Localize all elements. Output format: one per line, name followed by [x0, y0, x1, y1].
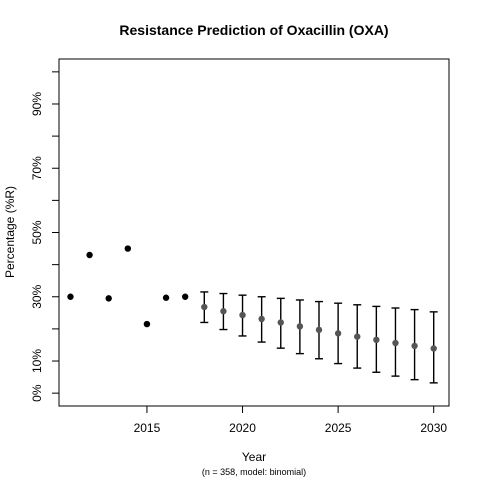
forecast-point: [373, 336, 380, 344]
observed-point: [162, 294, 170, 301]
forecast-point: [430, 345, 437, 352]
y-axis-label: Percentage (%R): [3, 186, 17, 278]
y-tick-label: 70%: [30, 156, 44, 180]
observed-point: [105, 295, 112, 302]
forecast-point: [220, 308, 227, 315]
forecast-point: [392, 339, 399, 347]
forecast-point: [354, 333, 361, 340]
observed-point: [181, 293, 189, 300]
forecast-point: [411, 342, 418, 350]
x-axis: 2015 2020 2025 2030: [134, 406, 447, 435]
y-tick-label: 50%: [30, 220, 44, 244]
forecast-point: [239, 311, 246, 319]
x-tick-label: 2025: [325, 421, 352, 435]
forecast-point: [315, 326, 323, 334]
x-axis-label: Year: [242, 450, 266, 464]
observed-point: [124, 245, 132, 252]
y-axis: 0% 10% 30% 50% 70% 90%: [30, 71, 59, 402]
chart-title: Resistance Prediction of Oxacillin (OXA): [119, 22, 388, 38]
observed-point: [67, 293, 74, 300]
observed-point: [86, 251, 93, 259]
y-tick-label: 90%: [30, 92, 44, 116]
x-tick-label: 2030: [420, 421, 447, 435]
forecast-point: [277, 319, 284, 326]
y-tick-label: 10%: [30, 349, 44, 373]
forecast-point: [296, 323, 304, 330]
x-tick-label: 2020: [229, 421, 256, 435]
forecast-point: [258, 315, 265, 323]
data-marks: [67, 245, 438, 384]
forecast-point: [201, 303, 208, 311]
forecast-point: [334, 330, 342, 337]
observed-point: [143, 320, 151, 328]
y-tick-label: 0%: [30, 384, 44, 402]
y-tick-label: 30%: [30, 284, 44, 308]
chart-caption: (n = 358, model: binomial): [202, 467, 306, 477]
x-tick-label: 2015: [134, 421, 161, 435]
